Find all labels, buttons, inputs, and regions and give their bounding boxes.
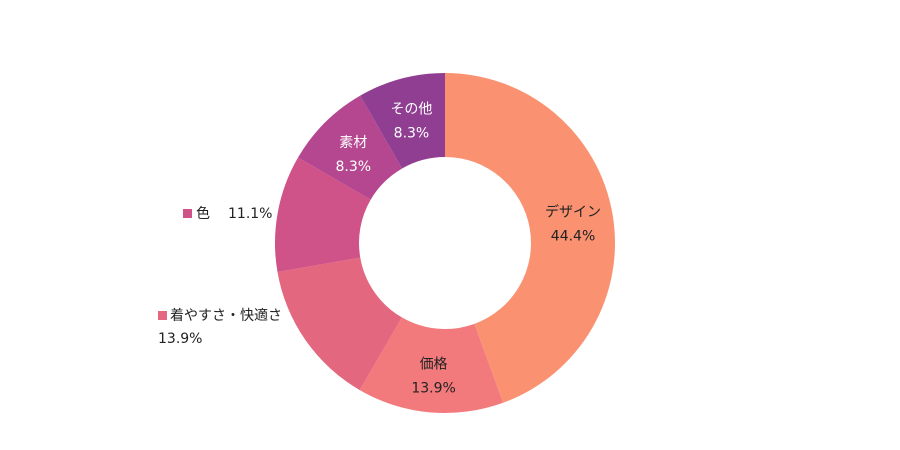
slice-value-1: 13.9% [411, 380, 455, 396]
slice-label-4: 素材 [339, 135, 367, 151]
legend-swatch-2 [158, 311, 167, 320]
slice-3 [274, 157, 371, 272]
slice-value-0: 44.4% [551, 228, 595, 244]
slice-value-2: 13.9% [158, 331, 202, 347]
slice-5 [360, 73, 445, 169]
slice-value-4: 8.3% [336, 159, 372, 175]
slice-value-5: 8.3% [394, 125, 430, 141]
slice-label-1: 価格 [420, 356, 448, 372]
slice-1 [359, 317, 504, 413]
slice-4 [298, 95, 403, 200]
slice-label-3: 色 [196, 205, 210, 222]
slice-label-2: 着やすさ・快適さ [170, 307, 282, 324]
labels: デザイン 44.4% 価格 13.9% 着やすさ・快適さ 13.9% 色 11.1% 素材 8.3… [158, 101, 601, 396]
slice-0 [445, 73, 615, 403]
slices [274, 73, 615, 413]
slice-2 [277, 257, 402, 391]
legend-swatch-3 [183, 209, 192, 218]
slice-label-0: デザイン [545, 203, 601, 220]
slice-value-3: 11.1% [228, 206, 272, 222]
slice-label-5: その他 [390, 101, 432, 117]
